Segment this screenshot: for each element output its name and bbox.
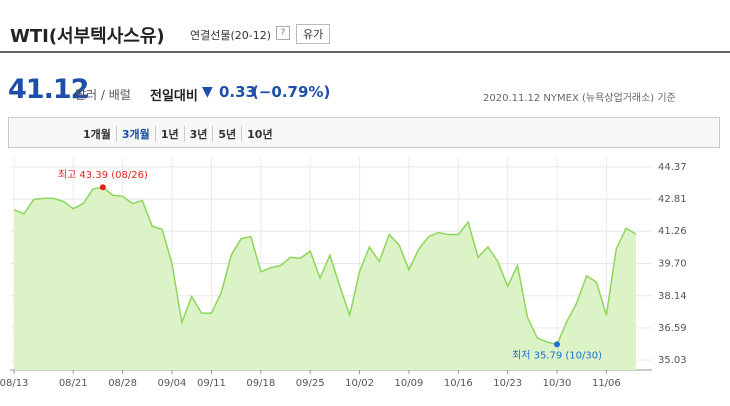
change: 0.33 (219, 83, 257, 101)
help-icon[interactable]: ? (276, 26, 290, 40)
change-percent: (−0.79%) (252, 83, 331, 101)
line (13, 186, 637, 346)
tab[interactable]: 5년 (212, 126, 241, 142)
change-direction: ▼ (202, 84, 213, 100)
tab[interactable]: 3년 (183, 126, 213, 142)
price: 41.12 (8, 74, 89, 105)
as-of: 2020.11.12 NYMEX (뉴욕상업거래소) 기준 (483, 93, 676, 104)
change-label: 전일대비 (150, 89, 198, 104)
y-tick-label: 41.26 (658, 226, 687, 237)
x-tick-label: 10/02 (345, 378, 374, 389)
y-tick-label: 42.81 (658, 194, 687, 205)
tab[interactable]: 3개월 (115, 126, 155, 142)
x-tick-label: 09/18 (246, 378, 275, 389)
y-tick-label: 39.70 (658, 259, 687, 270)
x-tick-label: 09/25 (296, 378, 325, 389)
annotation: 최고 43.39 (08/26) (58, 169, 148, 181)
area (14, 187, 636, 370)
separator (0, 51, 730, 53)
tab-bar (8, 117, 720, 148)
x-tick-label: 09/04 (158, 378, 187, 389)
x-tick-label: 10/23 (493, 378, 522, 389)
annotation: 최저 35.79 (10/30) (512, 349, 602, 361)
title: WTI(서부텍사스유) (10, 26, 165, 47)
x-tick-label: 10/30 (543, 378, 572, 389)
x-tick-label: 08/13 (0, 378, 28, 389)
y-tick-label: 36.59 (658, 323, 687, 334)
y-tick-label: 44.37 (658, 162, 687, 173)
extreme-marker (99, 184, 106, 191)
x-tick-label: 09/11 (197, 378, 226, 389)
y-tick-label: 35.03 (658, 355, 687, 366)
commodity-button[interactable]: 유가 (296, 24, 331, 44)
x-tick-label: 10/16 (444, 378, 473, 389)
y-tick-label: 38.14 (658, 291, 687, 302)
extreme-marker (554, 341, 561, 348)
x-tick-label: 10/09 (395, 378, 424, 389)
tab[interactable]: 1년 (154, 126, 184, 142)
x-tick-label: 08/28 (108, 378, 137, 389)
x-tick-label: 11/06 (592, 378, 621, 389)
tab[interactable]: 1개월 (83, 128, 111, 141)
subtitle: 연결선물(20-12) (190, 29, 272, 42)
tabs: 1개월 3개월 1년 3년 5년 10년 (78, 126, 278, 142)
x-tick-label: 08/21 (59, 378, 88, 389)
tab[interactable]: 10년 (241, 126, 277, 142)
unit: 달러 / 배럴 (75, 88, 131, 102)
